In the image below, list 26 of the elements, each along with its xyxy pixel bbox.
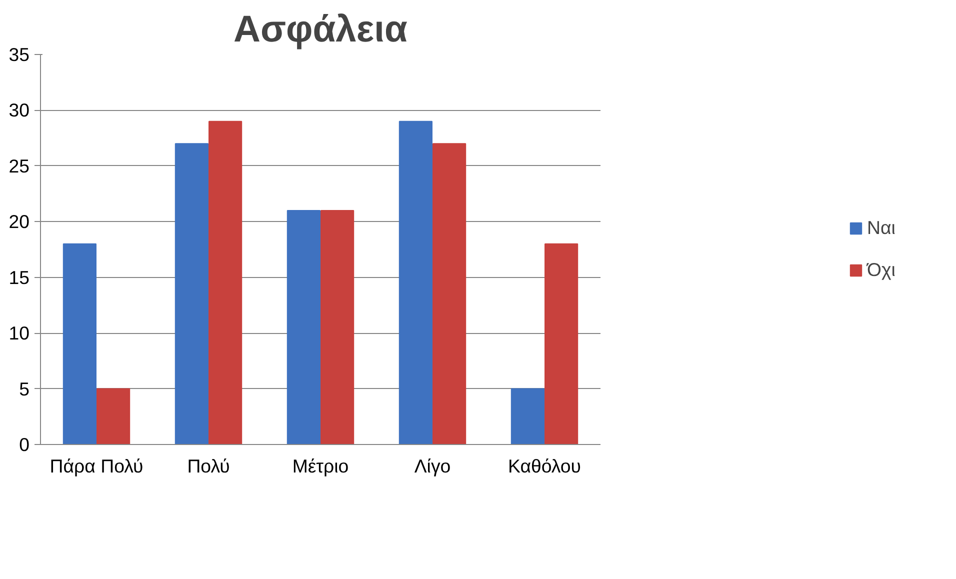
- y-tick-label: 10: [8, 322, 30, 344]
- bar: [320, 210, 354, 444]
- y-tick-label: 15: [8, 266, 30, 288]
- chart-title: Ασφάλεια: [234, 8, 408, 50]
- legend-label: Ναι: [867, 217, 896, 239]
- x-tick-label: Μέτριο: [292, 456, 349, 476]
- x-tick-label: Πάρα Πολύ: [50, 456, 144, 476]
- y-tick-label: 20: [8, 211, 30, 232]
- y-tick-label: 5: [19, 378, 30, 400]
- bar: [174, 143, 208, 444]
- legend-label: Όχι: [867, 259, 896, 281]
- y-tick-label: 35: [8, 44, 30, 65]
- x-tick-label: Πολύ: [187, 456, 230, 476]
- bar: [286, 210, 320, 444]
- bar: [398, 120, 432, 444]
- bar: [208, 120, 242, 444]
- bar: [96, 388, 130, 444]
- y-tick-label: 0: [19, 434, 30, 455]
- x-tick-label: Λίγο: [414, 456, 451, 476]
- y-tick-label: 30: [8, 100, 30, 121]
- y-tick-label: 25: [8, 155, 30, 176]
- bar: [62, 243, 96, 444]
- bar: [544, 243, 578, 444]
- bar: [510, 388, 544, 444]
- x-tick-label: Καθόλου: [508, 456, 582, 476]
- bar: [432, 143, 466, 444]
